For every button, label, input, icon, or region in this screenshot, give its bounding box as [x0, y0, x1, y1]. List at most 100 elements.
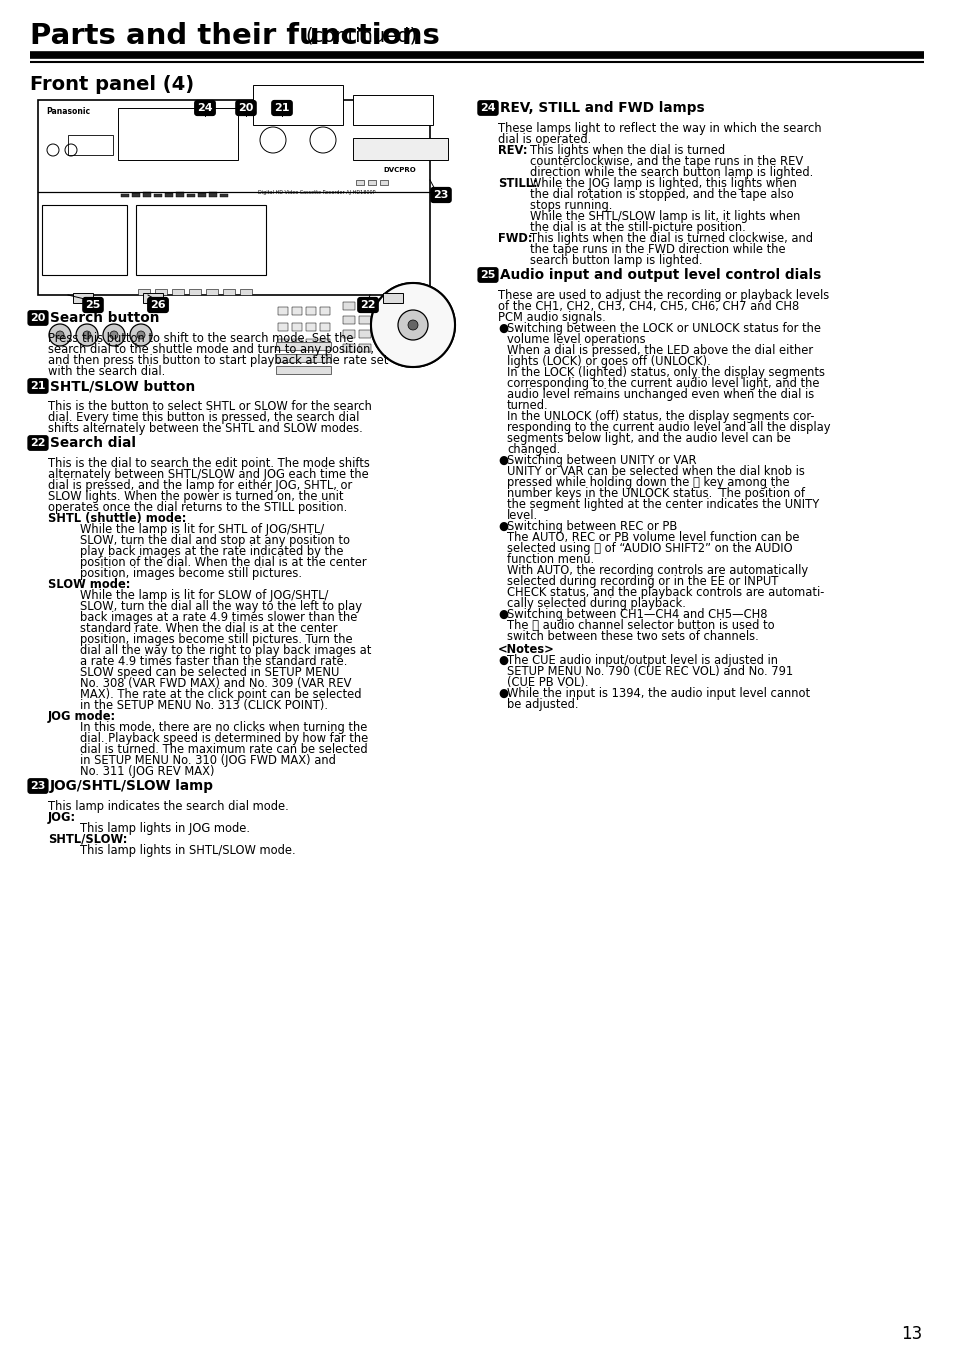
- Text: number keys in the UNLOCK status.  The position of: number keys in the UNLOCK status. The po…: [506, 486, 804, 500]
- Text: Panasonic: Panasonic: [46, 107, 90, 116]
- Text: the segment lighted at the center indicates the UNITY: the segment lighted at the center indica…: [506, 499, 819, 511]
- Text: MAX). The rate at the click point can be selected: MAX). The rate at the click point can be…: [80, 688, 361, 701]
- Bar: [121, 195, 129, 197]
- Text: <Notes>: <Notes>: [497, 643, 554, 657]
- Bar: [138, 289, 150, 295]
- Text: selected using ⓕ of “AUDIO SHIFT2” on the AUDIO: selected using ⓕ of “AUDIO SHIFT2” on th…: [506, 542, 792, 555]
- Bar: [368, 180, 375, 185]
- Bar: [132, 193, 140, 197]
- Text: This is the dial to search the edit point. The mode shifts: This is the dial to search the edit poin…: [48, 457, 370, 470]
- Text: This lamp lights in SHTL/SLOW mode.: This lamp lights in SHTL/SLOW mode.: [80, 844, 295, 857]
- Bar: [292, 339, 302, 347]
- Text: FWD:: FWD:: [497, 232, 532, 245]
- Text: Switching between UNITY or VAR: Switching between UNITY or VAR: [506, 454, 696, 467]
- Circle shape: [76, 324, 98, 346]
- Text: position, images become still pictures.: position, images become still pictures.: [80, 567, 302, 580]
- Text: play back images at the rate indicated by the: play back images at the rate indicated b…: [80, 544, 343, 558]
- Text: dial is pressed, and the lamp for either JOG, SHTL, or: dial is pressed, and the lamp for either…: [48, 480, 352, 492]
- Text: 22: 22: [30, 438, 46, 449]
- Text: 23: 23: [433, 190, 448, 200]
- Circle shape: [49, 324, 71, 346]
- Bar: [275, 342, 331, 350]
- Text: dial is turned. The maximum rate can be selected: dial is turned. The maximum rate can be …: [80, 743, 367, 757]
- Text: position of the dial. When the dial is at the center: position of the dial. When the dial is a…: [80, 557, 366, 569]
- Text: SLOW mode:: SLOW mode:: [48, 578, 131, 590]
- Bar: [343, 316, 355, 324]
- Bar: [379, 180, 388, 185]
- Bar: [358, 316, 371, 324]
- Bar: [292, 323, 302, 331]
- Text: While the lamp is lit for SLOW of JOG/SHTL/: While the lamp is lit for SLOW of JOG/SH…: [80, 589, 328, 603]
- Bar: [319, 339, 330, 347]
- Text: position, images become still pictures. Turn the: position, images become still pictures. …: [80, 634, 353, 646]
- Bar: [136, 205, 266, 276]
- Text: While the JOG lamp is lighted, this lights when: While the JOG lamp is lighted, this ligh…: [530, 177, 796, 190]
- Text: the dial rotation is stopped, and the tape also: the dial rotation is stopped, and the ta…: [530, 188, 793, 201]
- Circle shape: [371, 282, 455, 367]
- Text: These lamps light to reflect the way in which the search: These lamps light to reflect the way in …: [497, 122, 821, 135]
- Text: SLOW lights. When the power is turned on, the unit: SLOW lights. When the power is turned on…: [48, 490, 343, 503]
- Text: segments below light, and the audio level can be: segments below light, and the audio leve…: [506, 432, 790, 444]
- Bar: [319, 323, 330, 331]
- Text: This lamp lights in JOG mode.: This lamp lights in JOG mode.: [80, 821, 250, 835]
- Text: selected during recording or in the EE or INPUT: selected during recording or in the EE o…: [506, 576, 778, 588]
- Text: REV, STILL and FWD lamps: REV, STILL and FWD lamps: [499, 101, 704, 115]
- Text: search dial to the shuttle mode and turn to any position,: search dial to the shuttle mode and turn…: [48, 343, 374, 357]
- Bar: [42, 205, 127, 276]
- Text: of the CH1, CH2, CH3, CH4, CH5, CH6, CH7 and CH8: of the CH1, CH2, CH3, CH4, CH5, CH6, CH7…: [497, 300, 799, 313]
- Bar: [154, 289, 167, 295]
- Text: standard rate. When the dial is at the center: standard rate. When the dial is at the c…: [80, 621, 337, 635]
- Bar: [358, 330, 371, 338]
- Text: Digital HD Video Cassette Recorder AJ-HD1800P: Digital HD Video Cassette Recorder AJ-HD…: [257, 190, 375, 195]
- Text: This lamp indicates the search dial mode.: This lamp indicates the search dial mode…: [48, 800, 289, 813]
- Text: While the lamp is lit for SHTL of JOG/SHTL/: While the lamp is lit for SHTL of JOG/SH…: [80, 523, 324, 536]
- Text: lights (LOCK) or goes off (UNLOCK).: lights (LOCK) or goes off (UNLOCK).: [506, 355, 710, 367]
- Bar: [382, 293, 402, 303]
- Text: 21: 21: [30, 381, 46, 390]
- Text: This lights when the dial is turned: This lights when the dial is turned: [530, 145, 724, 157]
- Circle shape: [397, 309, 428, 340]
- Bar: [240, 289, 252, 295]
- Circle shape: [83, 331, 91, 339]
- Bar: [172, 289, 184, 295]
- Text: With AUTO, the recording controls are automatically: With AUTO, the recording controls are au…: [506, 563, 807, 577]
- Text: While the SHTL/SLOW lamp is lit, it lights when: While the SHTL/SLOW lamp is lit, it ligh…: [530, 209, 800, 223]
- Bar: [277, 307, 288, 315]
- Bar: [343, 345, 355, 353]
- Text: a rate 4.9 times faster than the standard rate.: a rate 4.9 times faster than the standar…: [80, 655, 347, 667]
- Bar: [165, 193, 172, 197]
- Text: STILL:: STILL:: [497, 177, 537, 190]
- Text: dial. Playback speed is determined by how far the: dial. Playback speed is determined by ho…: [80, 732, 368, 744]
- Bar: [277, 323, 288, 331]
- Text: ●: ●: [497, 322, 507, 335]
- Text: The ⓞ audio channel selector button is used to: The ⓞ audio channel selector button is u…: [506, 619, 774, 632]
- Bar: [253, 85, 343, 126]
- Bar: [353, 95, 433, 126]
- Text: REV:: REV:: [497, 145, 527, 157]
- Circle shape: [110, 331, 118, 339]
- Bar: [275, 366, 331, 374]
- Bar: [355, 180, 364, 185]
- Text: back images at a rate 4.9 times slower than the: back images at a rate 4.9 times slower t…: [80, 611, 357, 624]
- Text: counterclockwise, and the tape runs in the REV: counterclockwise, and the tape runs in t…: [530, 155, 802, 168]
- Text: 24: 24: [197, 103, 213, 113]
- Bar: [292, 307, 302, 315]
- Text: in the SETUP MENU No. 313 (CLICK POINT).: in the SETUP MENU No. 313 (CLICK POINT).: [80, 698, 328, 712]
- Text: In the LOCK (lighted) status, only the display segments: In the LOCK (lighted) status, only the d…: [506, 366, 824, 380]
- Bar: [175, 192, 184, 197]
- Text: 26: 26: [150, 300, 166, 309]
- Text: dial all the way to the right to play back images at: dial all the way to the right to play ba…: [80, 644, 371, 657]
- Text: SETUP MENU No. 790 (CUE REC VOL) and No. 791: SETUP MENU No. 790 (CUE REC VOL) and No.…: [506, 665, 792, 678]
- Bar: [306, 339, 315, 347]
- Text: The CUE audio input/output level is adjusted in: The CUE audio input/output level is adju…: [506, 654, 778, 667]
- Bar: [358, 303, 371, 309]
- Bar: [118, 108, 237, 159]
- Text: These are used to adjust the recording or playback levels: These are used to adjust the recording o…: [497, 289, 828, 303]
- Text: In this mode, there are no clicks when turning the: In this mode, there are no clicks when t…: [80, 721, 367, 734]
- Text: stops running.: stops running.: [530, 199, 612, 212]
- Text: switch between these two sets of channels.: switch between these two sets of channel…: [506, 630, 758, 643]
- Text: function menu.: function menu.: [506, 553, 594, 566]
- Text: 25: 25: [479, 270, 496, 280]
- Text: UNITY or VAR can be selected when the dial knob is: UNITY or VAR can be selected when the di…: [506, 465, 804, 478]
- Text: DVCPRO: DVCPRO: [383, 168, 416, 173]
